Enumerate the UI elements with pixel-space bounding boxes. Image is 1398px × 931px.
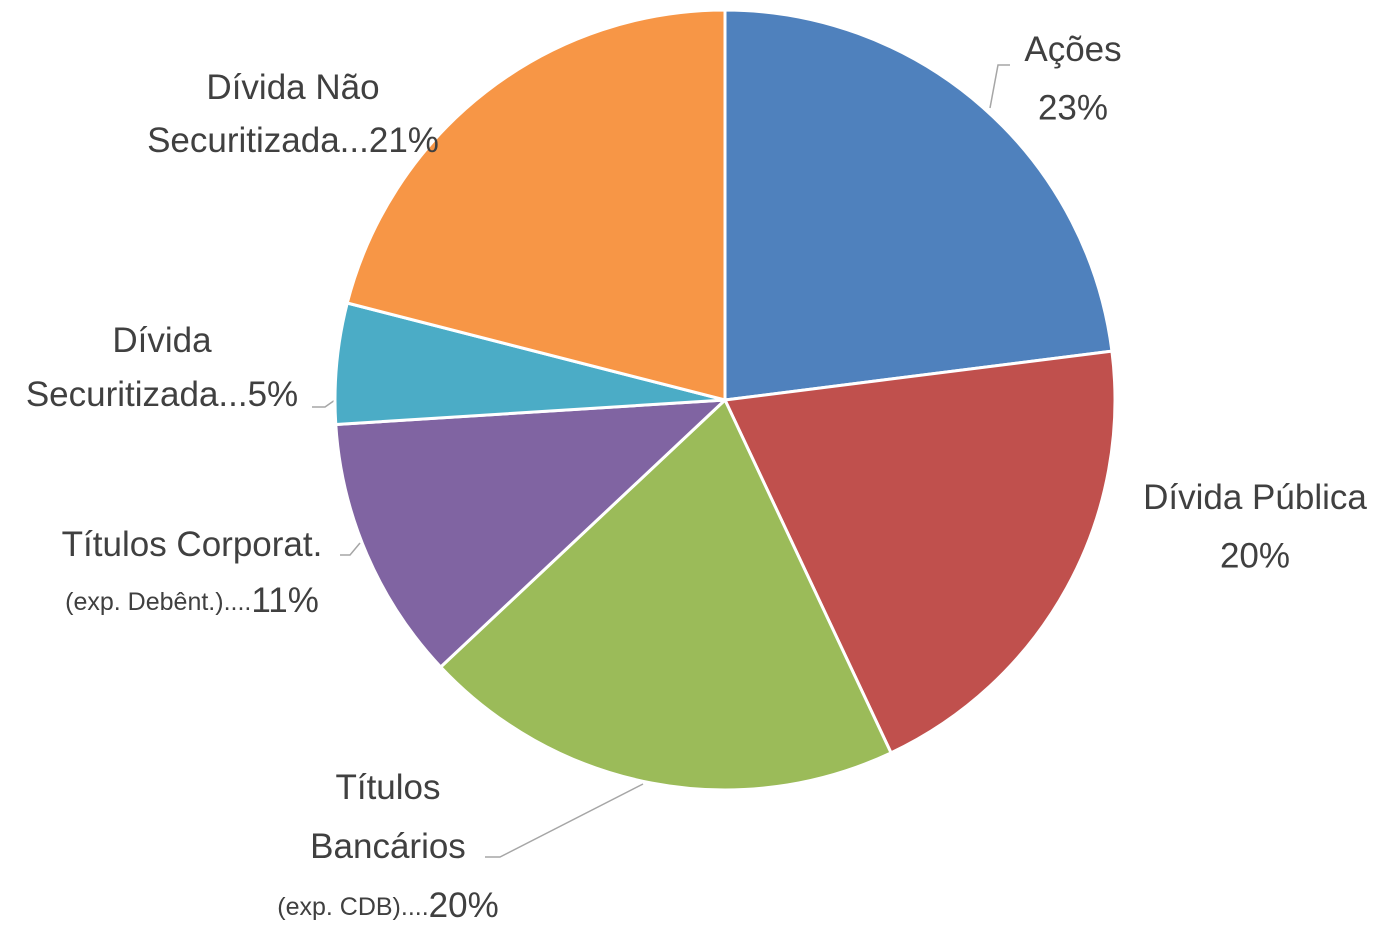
leader-lines (312, 64, 1010, 858)
category-label: Títulos (335, 768, 440, 807)
slices (333, 8, 1117, 792)
label-line: Bancários (310, 827, 466, 866)
leader-line (340, 542, 361, 556)
data-label: Ações 23% (1024, 30, 1121, 127)
category-label: Dívida Não (206, 68, 379, 107)
leader-line (312, 399, 336, 408)
data-label: Dívida Pública 20% (1143, 478, 1367, 575)
label-line: (exp. CDB)....20% (277, 886, 498, 925)
data-label: Títulos Corporat. (exp. Debênt.)....11% (62, 525, 323, 620)
category-label: Ações (1024, 30, 1121, 69)
value-label: 11% (251, 581, 318, 620)
category-label: Bancários (310, 827, 466, 866)
data-label: Dívida Securitizada...5% (26, 321, 298, 414)
label-line: Ações (1024, 30, 1121, 69)
data-label: Títulos Bancários (exp. CDB)....20% (277, 768, 498, 925)
category-label: Securitizada... (26, 375, 248, 414)
slice (723, 8, 1114, 402)
slice (345, 8, 727, 402)
value-label: 20% (1220, 536, 1290, 575)
category-label: (exp. Debênt.).... (65, 588, 251, 616)
label-line: Títulos Corporat. (62, 525, 323, 564)
category-label: Dívida (112, 321, 212, 360)
slice (334, 398, 730, 670)
leader-line (989, 64, 1010, 109)
data-label: Dívida Não Securitizada...21% (147, 68, 439, 160)
label-line: Dívida Pública (1143, 478, 1367, 517)
category-label: Dívida Pública (1143, 478, 1367, 517)
category-label: Securitizada... (147, 121, 369, 160)
label-line: (exp. Debênt.)....11% (65, 581, 319, 620)
leader-line (485, 783, 644, 858)
value-label: 23% (1038, 88, 1108, 127)
label-line: Títulos (335, 768, 440, 807)
label-line: Dívida (112, 321, 212, 360)
category-label: Títulos Corporat. (62, 525, 323, 564)
label-line: Dívida Não (206, 68, 379, 107)
value-label: 21% (369, 121, 439, 160)
label-line: Securitizada...5% (26, 375, 298, 414)
slice (722, 349, 1117, 755)
label-line: Securitizada...21% (147, 121, 439, 160)
value-label: 20% (429, 886, 499, 925)
value-label: 5% (248, 375, 299, 414)
slice (438, 397, 894, 792)
category-label: (exp. CDB).... (277, 893, 428, 921)
